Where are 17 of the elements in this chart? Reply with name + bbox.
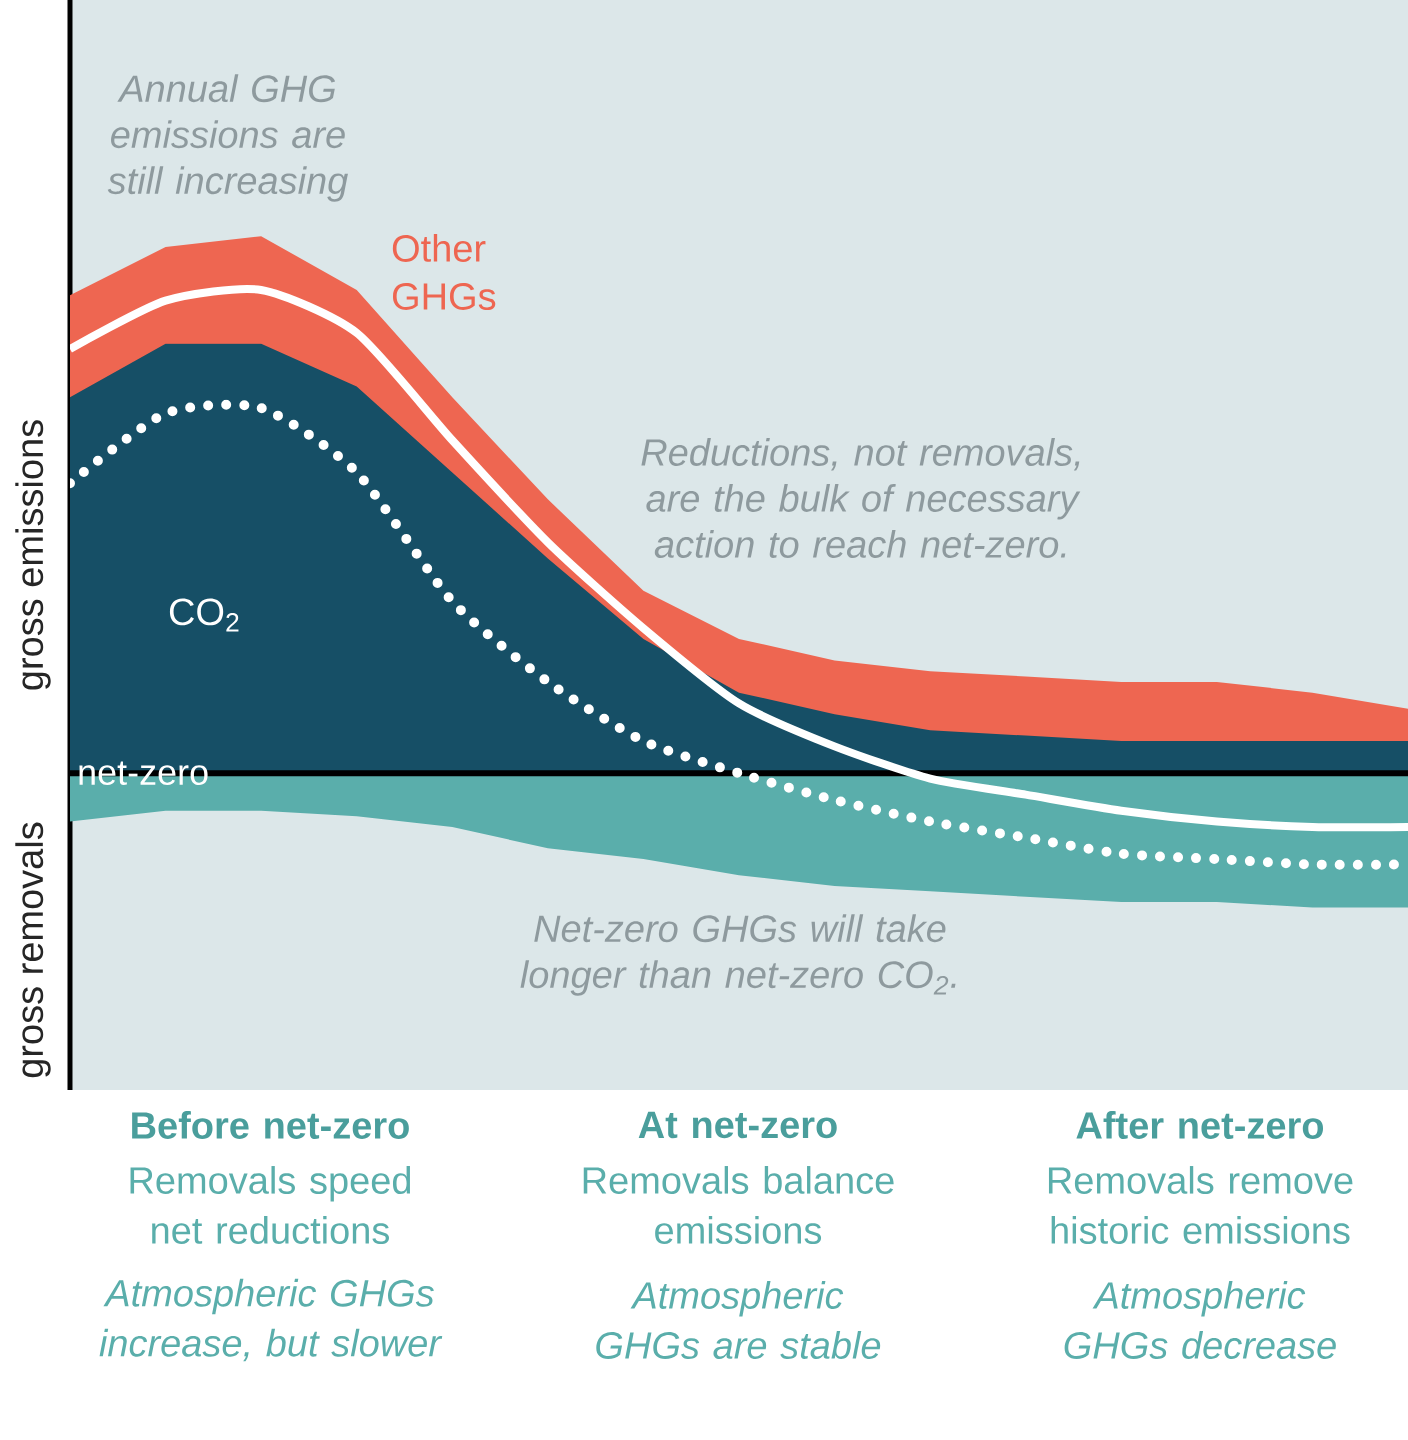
text: Annual GHG emissions are still increasing: [107, 74, 348, 202]
y-axis-title: gross emissions: [15, 420, 51, 690]
text: Removals remove historic emissions: [1048, 1166, 1353, 1244]
text: Removals balance emissions: [583, 1166, 894, 1244]
ref-line-label: net-zero: [79, 761, 208, 785]
text: Net-zero GHGs will take longer than net-zero CO$_{2}$.: [520, 914, 956, 996]
text: Removals speed net reductions: [130, 1166, 411, 1244]
text: Atmospheric GHGs are stable: [596, 1281, 881, 1359]
text: Atmospheric GHGs increase, but slower: [99, 1278, 443, 1362]
series-label: CO$_{2}$: [169, 598, 239, 632]
series-label: Other GHGs: [392, 234, 496, 310]
text: After net-zero: [1076, 1111, 1324, 1139]
annotation: Reductions, not removals, are the bulk of necessary action to reach net-zero.: [641, 438, 1081, 558]
text: At net-zero: [638, 1111, 837, 1139]
text: Before net-zero: [132, 1111, 409, 1139]
text: gross removals: [15, 822, 51, 1078]
text: Atmospheric GHGs decrease: [1064, 1281, 1336, 1359]
